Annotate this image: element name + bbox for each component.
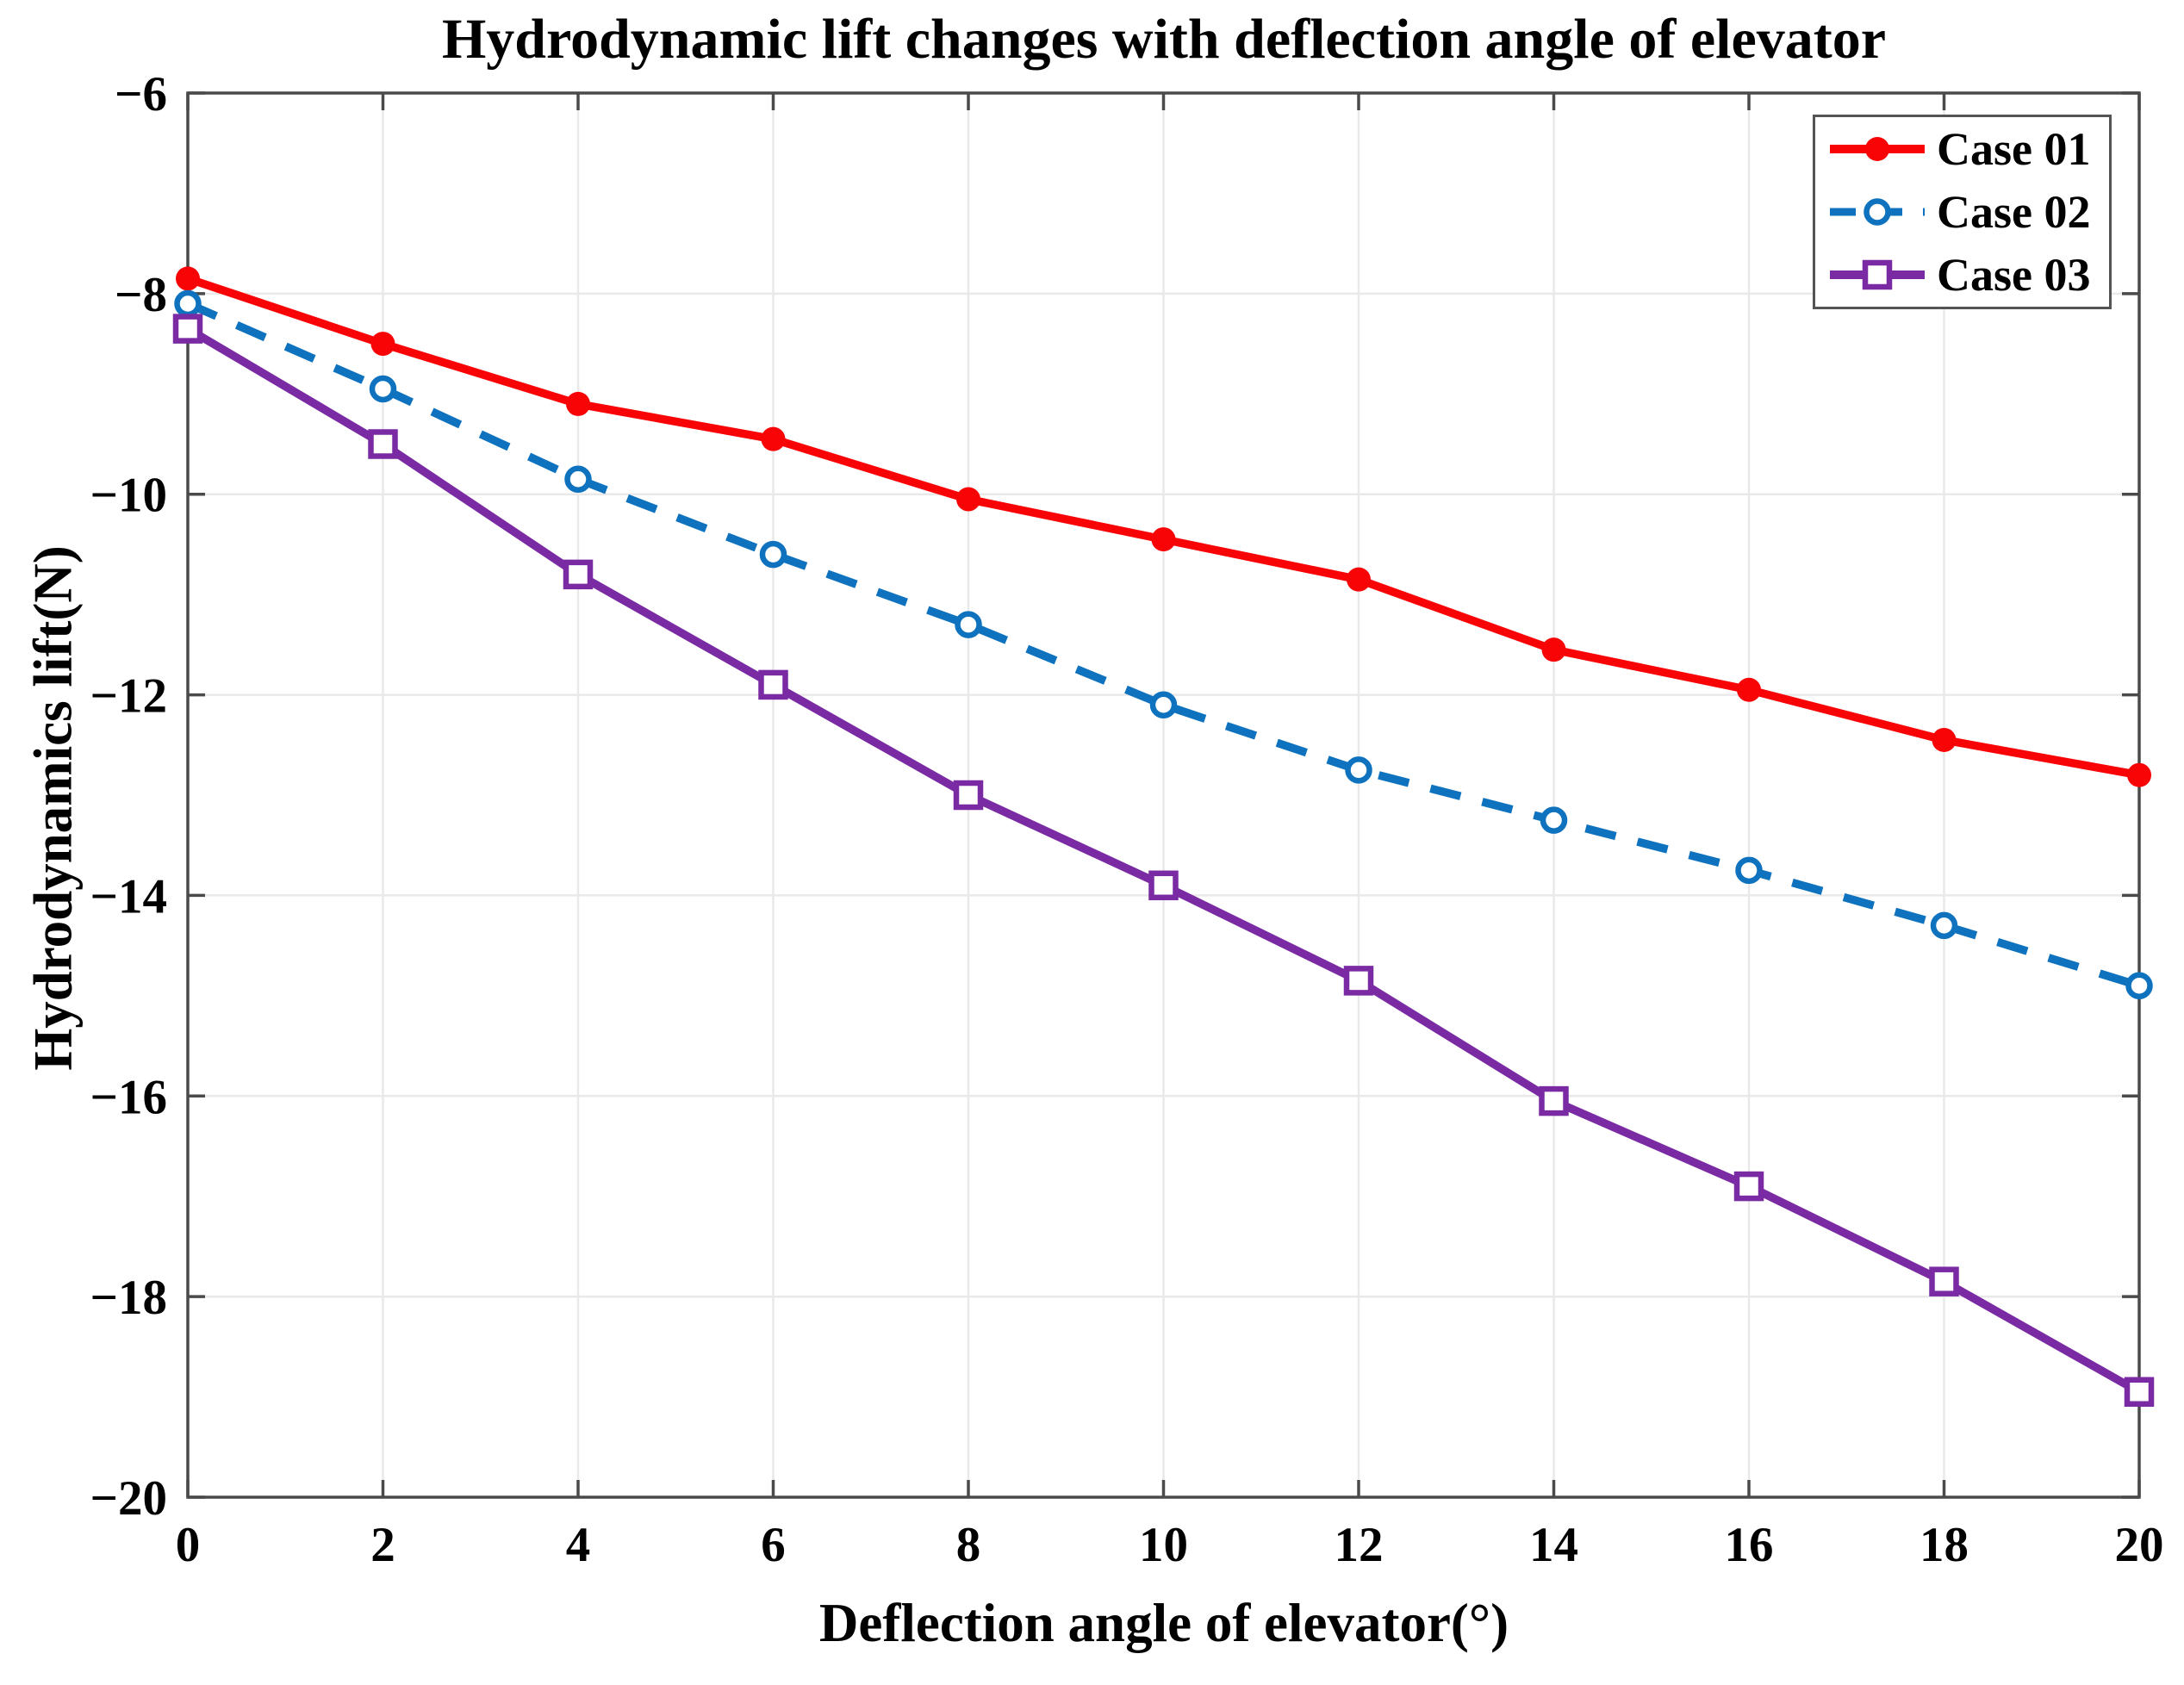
y-tick-label: −14	[90, 869, 167, 923]
x-tick-label: 6	[761, 1518, 786, 1572]
marker-case-01	[370, 332, 395, 357]
marker-case-02	[174, 289, 202, 318]
marker-case-01	[761, 426, 786, 451]
marker-case-03	[1929, 1266, 1959, 1296]
marker-case-02	[369, 375, 397, 403]
marker-case-03	[953, 780, 984, 811]
marker-case-03	[563, 559, 594, 590]
series-line-case-02	[186, 300, 2141, 990]
x-tick-label: 16	[1725, 1518, 1774, 1572]
x-tick-label: 4	[566, 1518, 591, 1572]
x-tick-label: 2	[370, 1518, 395, 1572]
marker-case-02	[2125, 972, 2153, 999]
marker-case-01	[176, 266, 200, 291]
marker-case-03	[1148, 870, 1179, 901]
legend-label-case-03: Case 03	[1937, 249, 2091, 301]
marker-case-01	[956, 487, 980, 512]
y-tick-label: −8	[115, 268, 167, 322]
y-tick-label: −10	[90, 469, 167, 523]
legend-sample-case-01	[1830, 137, 1925, 161]
marker-case-02	[1149, 691, 1178, 718]
open-circle-marker-icon	[1864, 198, 1891, 226]
y-tick-label: −18	[90, 1271, 167, 1325]
y-axis-label: Hydrodynamics lift(N)	[22, 545, 84, 1071]
y-tick-label: −16	[90, 1070, 167, 1124]
marker-case-02	[1345, 756, 1372, 784]
marker-case-02	[955, 611, 982, 638]
marker-case-01	[1347, 567, 1371, 592]
x-tick-label: 20	[2115, 1518, 2164, 1572]
marker-case-03	[172, 314, 203, 344]
marker-case-01	[1932, 727, 1957, 752]
x-tick-label: 8	[956, 1518, 981, 1572]
x-tick-label: 12	[1335, 1518, 1384, 1572]
x-axis-label: Deflection angle of elevator(°)	[818, 1593, 1509, 1653]
chart-title: Hydrodynamic lift changes with deflectio…	[441, 8, 1887, 71]
y-tick-label: −6	[115, 67, 167, 121]
marker-case-03	[1733, 1171, 1764, 1202]
legend-sample-case-03	[1830, 259, 1925, 290]
marker-case-02	[1540, 806, 1568, 834]
legend-sample-case-02	[1830, 198, 1925, 226]
marker-case-02	[564, 465, 592, 493]
x-tick-label: 10	[1139, 1518, 1188, 1572]
marker-case-02	[759, 540, 787, 569]
y-tick-label: −12	[90, 669, 167, 724]
legend-item-case-01: Case 01	[1815, 118, 2109, 180]
marker-case-03	[2124, 1377, 2155, 1407]
legend-label-case-01: Case 01	[1937, 123, 2091, 175]
open-square-marker-icon	[1862, 259, 1893, 290]
legend: Case 01 Case 02 Case 03	[1813, 115, 2112, 309]
legend-item-case-03: Case 03	[1815, 244, 2109, 306]
legend-label-case-02: Case 02	[1937, 186, 2091, 238]
marker-case-01	[1151, 527, 1176, 552]
x-tick-label: 18	[1920, 1518, 1969, 1572]
marker-case-03	[1343, 966, 1374, 996]
marker-case-01	[1541, 637, 1566, 662]
marker-case-01	[2127, 762, 2151, 787]
marker-case-03	[368, 429, 398, 459]
y-tick-label: −20	[90, 1471, 167, 1526]
x-tick-label: 0	[176, 1518, 201, 1572]
x-tick-label: 14	[1529, 1518, 1578, 1572]
marker-case-01	[1737, 677, 1761, 702]
marker-case-01	[566, 391, 590, 416]
marker-case-03	[1539, 1085, 1569, 1116]
marker-case-02	[1735, 856, 1763, 885]
marker-case-02	[1930, 911, 1958, 940]
filled-circle-marker-icon	[1865, 137, 1889, 161]
marker-case-03	[758, 669, 788, 700]
legend-item-case-02: Case 02	[1815, 181, 2109, 243]
